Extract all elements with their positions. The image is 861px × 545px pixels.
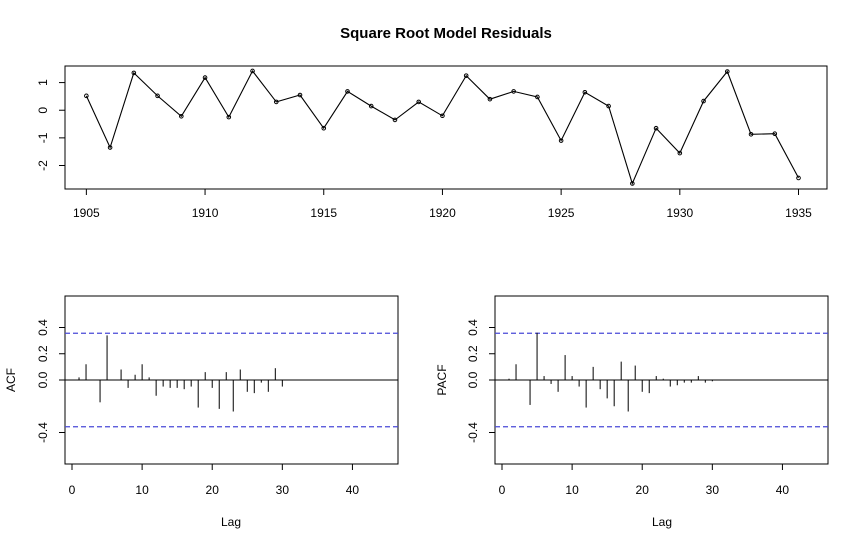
residual-point [416,99,422,105]
x-tick-label: 1905 [73,206,100,220]
acf-x-tick-label: 0 [69,483,76,497]
residual-point [392,117,398,123]
residual-point [321,125,327,131]
y-tick-label: 1 [36,79,50,86]
residual-point [677,150,683,156]
residual-point [179,114,184,119]
acf-y-tick-label: 0.2 [36,345,50,362]
residual-point [748,131,754,137]
acf-y-tick-label: 0.0 [36,371,50,388]
residual-point [772,131,778,137]
residual-point [226,114,232,120]
acf-x-tick-label: 30 [276,483,290,497]
residual-point [487,96,493,102]
main-title: Square Root Model Residuals [340,25,552,42]
x-tick-label: 1915 [310,206,337,220]
acf-x-label: Lag [221,515,241,529]
pacf-y-tick-label: 0.4 [466,319,480,336]
pacf-x-tick-label: 10 [565,483,579,497]
acf-x-tick-label: 20 [206,483,220,497]
residual-point [606,103,611,109]
acf-y-label: ACF [4,368,18,392]
pacf-y-tick-label: 0.2 [466,345,480,362]
residual-point [582,89,588,95]
residual-point [463,73,469,78]
x-tick-label: 1925 [548,206,575,220]
acf-x-tick-label: 40 [346,483,360,497]
acf-plot: ACF Lag 0 10 20 30 40 -0.4 0.0 0.2 0.4 [4,295,399,529]
acf-x-tick-label: 10 [135,483,149,497]
residual-point [796,175,801,181]
y-tick-label: -1 [36,132,50,143]
residual-plot: 1905 1910 1915 1920 1925 1930 1935 -2 -1 0 1 [36,65,828,220]
residual-point [131,70,137,76]
residual-point [440,113,445,119]
residual-point [345,89,350,94]
pacf-x-tick-label: 40 [776,483,790,497]
pacf-y-label: PACF [435,364,449,395]
acf-y-tick-label: -0.4 [36,422,50,443]
residual-point [535,94,540,100]
residual-point [630,181,635,186]
residual-point [155,93,160,99]
pacf-y-tick-label: 0.0 [466,371,480,388]
pacf-plot: PACF Lag 0 10 20 30 40 -0.4 0.0 0.2 0.4 [435,295,829,529]
residual-point [558,138,564,143]
residual-point [724,69,730,74]
residual-point [701,98,706,104]
acf-y-tick-label: 0.4 [36,319,50,336]
pacf-x-tick-label: 30 [706,483,720,497]
y-tick-label: 0 [36,107,50,114]
residual-point [84,93,89,99]
x-tick-label: 1910 [192,206,219,220]
residual-line [85,69,799,186]
residual-point [511,89,516,94]
residual-plot-frame [64,65,828,190]
pacf-x-label: Lag [652,515,672,529]
residual-point [653,125,659,131]
x-tick-label: 1920 [429,206,456,220]
x-tick-label: 1935 [785,206,812,220]
residual-point [107,145,113,150]
pacf-y-tick-label: -0.4 [466,422,480,443]
pacf-x-tick-label: 0 [499,483,506,497]
residual-point [297,92,303,98]
residual-point [273,99,279,105]
residual-point [368,103,374,109]
residual-point [250,68,255,74]
y-tick-label: -2 [36,160,50,171]
pacf-x-tick-label: 20 [636,483,650,497]
x-tick-label: 1930 [666,206,693,220]
residual-point [202,75,208,80]
